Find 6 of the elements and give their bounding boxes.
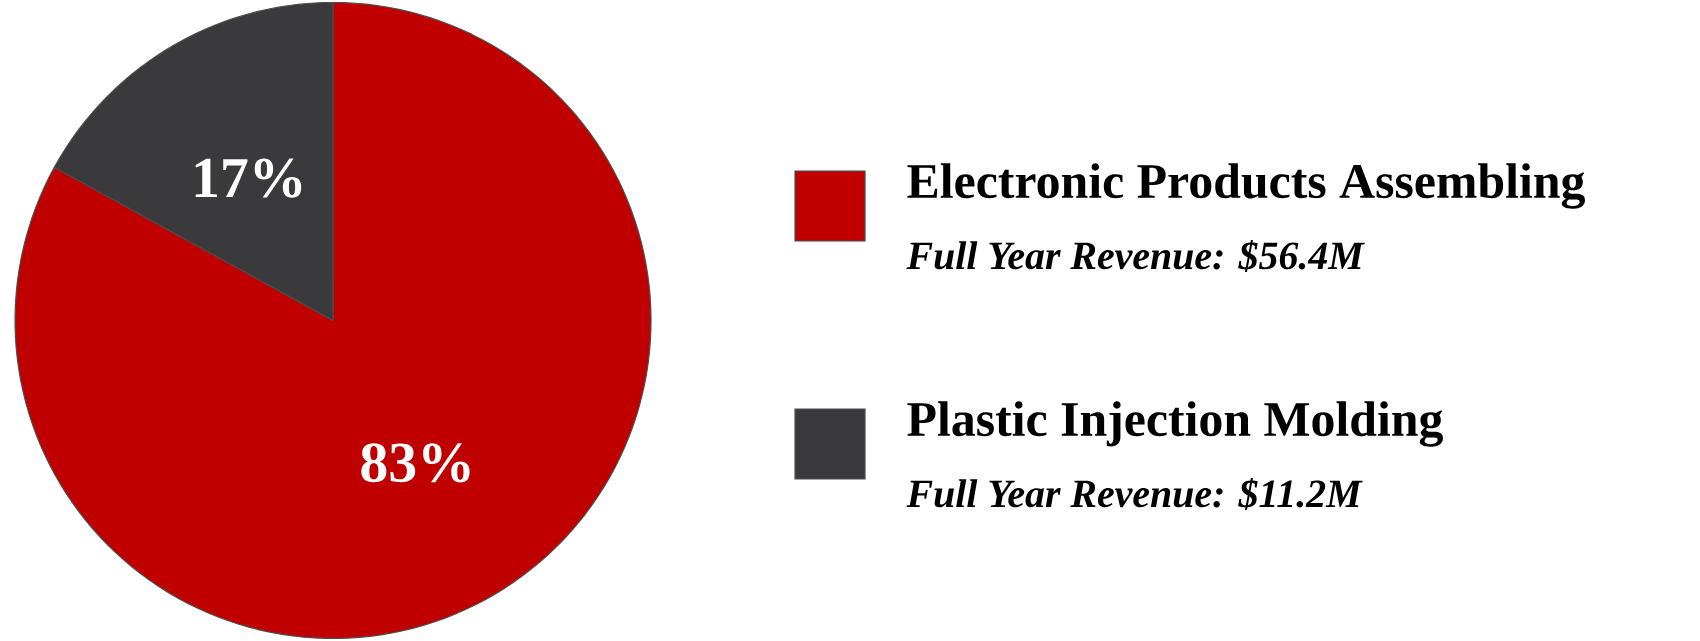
text: Full Year Revenue: $11.2M: [906, 478, 1363, 510]
legend-label: Plastic Injection Molding: [907, 401, 1443, 447]
legend-label: Electronic Products Assembling: [907, 163, 1585, 209]
data-label: 17%: [195, 158, 302, 198]
text: Full Year Revenue: $56.4M: [906, 240, 1365, 272]
data-label: 83%: [361, 443, 470, 483]
